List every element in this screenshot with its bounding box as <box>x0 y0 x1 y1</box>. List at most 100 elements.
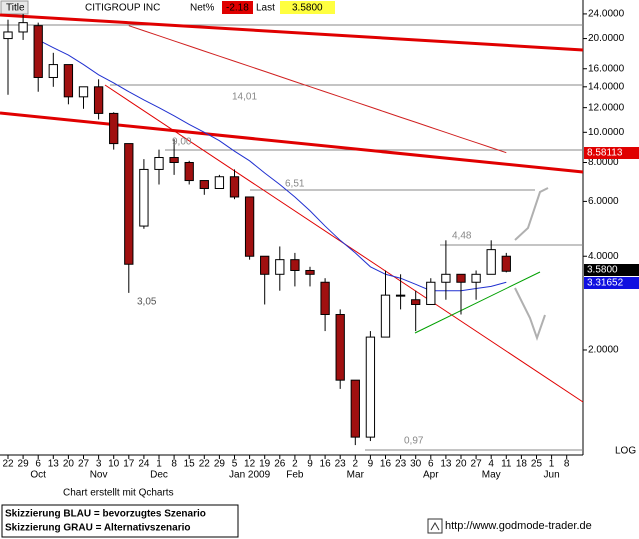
candle-body <box>380 294 391 338</box>
candle-body <box>109 112 119 145</box>
x-tick-label: 19 <box>259 459 271 470</box>
url[interactable]: http://www.godmode-trader.de <box>445 520 592 532</box>
net-box <box>222 1 253 14</box>
candle-body <box>169 157 179 163</box>
x-tick-label: 22 <box>199 459 211 470</box>
price-tag: 8.58113 <box>587 148 623 159</box>
x-tick-label: 1 <box>549 459 555 470</box>
annotation: 9,00 <box>172 137 192 148</box>
x-tick-label: 16 <box>320 459 332 470</box>
scale-label: LOG <box>615 446 636 457</box>
support-line <box>414 271 541 334</box>
x-tick-label: 2 <box>292 459 298 470</box>
candle-body <box>244 196 255 257</box>
y-tick-label: 20.0000 <box>588 33 625 44</box>
candle-body <box>184 161 194 182</box>
candle-body <box>18 22 28 33</box>
x-tick-label: 4 <box>488 459 494 470</box>
candle-body <box>214 176 225 190</box>
month-label: Mar <box>347 470 365 481</box>
net-value: -2.18 <box>226 3 249 14</box>
candle-body <box>395 294 406 297</box>
x-tick-label: 11 <box>501 459 512 470</box>
x-tick-label: 30 <box>410 459 422 470</box>
annotation: 4,48 <box>452 231 472 242</box>
candle-body <box>290 259 300 271</box>
candle-body <box>335 313 345 381</box>
x-tick-label: 22 <box>2 459 14 470</box>
candle-body <box>305 269 315 275</box>
candle-body <box>320 281 330 315</box>
candle-body <box>33 25 43 78</box>
x-tick-label: 8 <box>171 459 177 470</box>
month-label: Nov <box>90 470 108 481</box>
x-tick-label: 15 <box>184 459 196 470</box>
x-tick-label: 20 <box>455 459 467 470</box>
symbol: CITIGROUP INC <box>85 3 160 14</box>
x-tick-label: 27 <box>78 459 90 470</box>
title-label: Title <box>6 3 25 14</box>
month-label: Jan 2009 <box>229 470 271 481</box>
candle-body <box>456 273 466 283</box>
candle-body <box>471 273 481 283</box>
candle-body <box>441 273 451 283</box>
legend-text: Skizzierung GRAU = Alternativszenario <box>5 523 191 534</box>
x-tick-label: 3 <box>96 459 102 470</box>
x-tick-label: 9 <box>307 459 313 470</box>
title-box <box>0 0 29 15</box>
logo-mark <box>430 521 440 531</box>
price-tag-box <box>584 277 639 289</box>
x-tick-label: 26 <box>274 459 286 470</box>
month-label: Feb <box>286 470 304 481</box>
candle-body <box>63 64 74 98</box>
x-tick-label: 23 <box>335 459 347 470</box>
candle-body <box>486 249 496 275</box>
price-tag: 3.5800 <box>587 265 618 276</box>
candle-body <box>93 86 104 114</box>
x-tick-label: 1 <box>156 459 162 470</box>
x-tick-label: 17 <box>123 459 135 470</box>
scenario-arrow <box>514 287 546 342</box>
y-tick-label: 10.0000 <box>588 127 625 138</box>
y-tick-label: 14.0000 <box>588 81 625 92</box>
candle-body <box>350 379 360 438</box>
x-tick-label: 24 <box>138 459 150 470</box>
y-tick-label: 24.0000 <box>588 9 625 20</box>
price-tag-box <box>584 264 639 276</box>
x-tick-label: 27 <box>471 459 483 470</box>
y-tick-label: 2.0000 <box>588 345 619 356</box>
candle-body <box>260 255 270 275</box>
legend-text: Skizzierung BLAU = bevorzugtes Szenario <box>5 509 206 520</box>
x-tick-label: 25 <box>531 459 543 470</box>
x-tick-label: 29 <box>214 459 226 470</box>
moving-average <box>128 25 507 154</box>
y-tick-label: 16.0000 <box>588 63 625 74</box>
x-tick-label: 10 <box>108 459 120 470</box>
candle-body <box>78 86 89 98</box>
x-tick-label: 8 <box>564 459 570 470</box>
candle-body <box>229 176 240 198</box>
annotation: 6,51 <box>285 179 305 190</box>
x-tick-label: 13 <box>440 459 452 470</box>
net-label: Net% <box>190 3 215 14</box>
candle-body <box>275 259 285 275</box>
y-tick-label: 4.0000 <box>588 251 619 262</box>
month-label: Jun <box>544 470 560 481</box>
logo-icon <box>427 518 443 534</box>
x-tick-label: 12 <box>244 459 256 470</box>
x-tick-label: 18 <box>516 459 528 470</box>
x-tick-label: 23 <box>395 459 407 470</box>
annotation: 14,01 <box>232 92 257 103</box>
y-tick-label: 12.0000 <box>588 102 625 113</box>
month-label: Dec <box>150 470 168 481</box>
y-tick-label: 8.0000 <box>588 157 619 168</box>
x-tick-label: 13 <box>48 459 60 470</box>
x-tick-label: 9 <box>368 459 374 470</box>
candle-body <box>139 168 149 227</box>
x-tick-label: 2 <box>353 459 359 470</box>
credit: Chart erstellt mit Qcharts <box>63 488 174 499</box>
annotation: 0,97 <box>404 436 424 447</box>
x-tick-label: 6 <box>428 459 434 470</box>
price-tag-box <box>584 147 639 159</box>
